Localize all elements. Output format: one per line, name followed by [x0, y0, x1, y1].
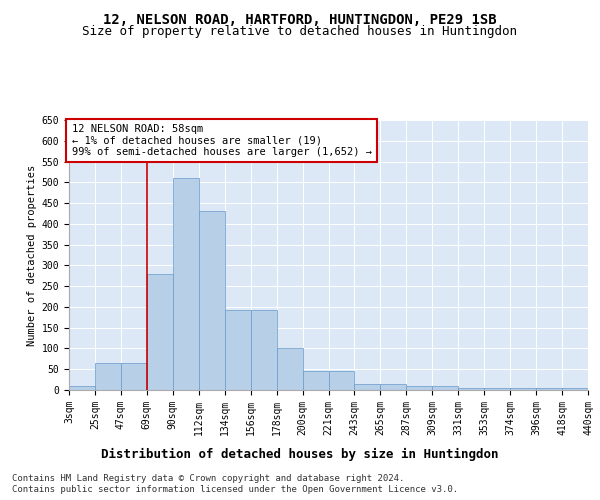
- Bar: [484, 388, 510, 390]
- Bar: [147, 274, 173, 390]
- Bar: [302, 371, 329, 390]
- Text: 12 NELSON ROAD: 58sqm
← 1% of detached houses are smaller (19)
99% of semi-detac: 12 NELSON ROAD: 58sqm ← 1% of detached h…: [71, 124, 371, 157]
- Text: Contains HM Land Registry data © Crown copyright and database right 2024.: Contains HM Land Registry data © Crown c…: [12, 474, 404, 483]
- Bar: [199, 212, 224, 390]
- Bar: [225, 310, 251, 390]
- Bar: [458, 388, 484, 390]
- Text: Size of property relative to detached houses in Huntingdon: Size of property relative to detached ho…: [83, 25, 517, 38]
- Bar: [562, 388, 588, 390]
- Bar: [251, 310, 277, 390]
- Bar: [355, 384, 380, 390]
- Bar: [536, 388, 562, 390]
- Bar: [433, 386, 458, 390]
- Bar: [121, 363, 147, 390]
- Y-axis label: Number of detached properties: Number of detached properties: [28, 164, 37, 346]
- Text: Contains public sector information licensed under the Open Government Licence v3: Contains public sector information licen…: [12, 485, 458, 494]
- Text: Distribution of detached houses by size in Huntingdon: Distribution of detached houses by size …: [101, 448, 499, 460]
- Bar: [380, 384, 406, 390]
- Bar: [277, 348, 302, 390]
- Bar: [329, 371, 355, 390]
- Bar: [406, 386, 432, 390]
- Bar: [510, 388, 536, 390]
- Bar: [173, 178, 199, 390]
- Text: 12, NELSON ROAD, HARTFORD, HUNTINGDON, PE29 1SB: 12, NELSON ROAD, HARTFORD, HUNTINGDON, P…: [103, 12, 497, 26]
- Bar: [69, 386, 95, 390]
- Bar: [95, 363, 121, 390]
